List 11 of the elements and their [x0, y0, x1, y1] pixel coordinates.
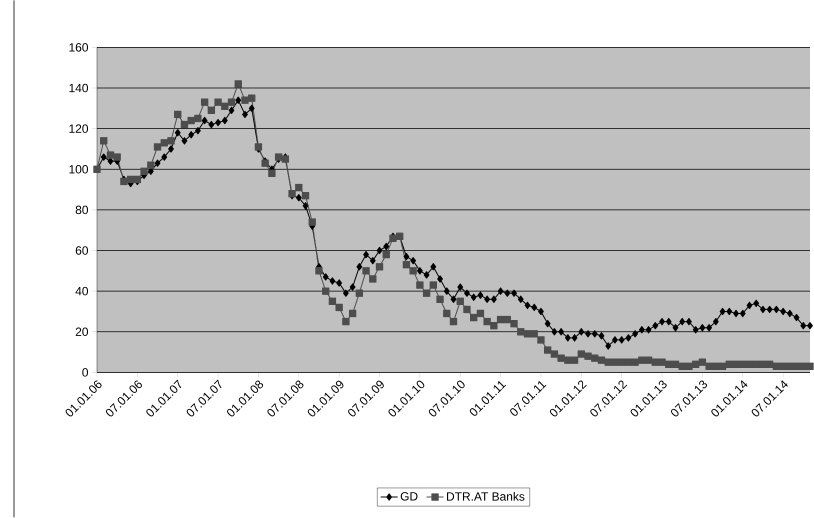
y-tick-label: 80 [76, 206, 88, 214]
y-tick-label: 120 [69, 124, 88, 133]
y-tick-label: 0 [82, 368, 88, 377]
y-tick-label: 20 [76, 328, 88, 336]
y-tick-label: 100 [69, 165, 88, 174]
y-tick-label: 60 [76, 246, 88, 255]
y-tick-label: 140 [69, 84, 88, 92]
legend-label: DTR.AT Banks [447, 492, 524, 501]
legend-label: GD [400, 492, 418, 501]
y-tick-label: 40 [75, 287, 88, 296]
y-tick-label: 160 [69, 43, 88, 52]
